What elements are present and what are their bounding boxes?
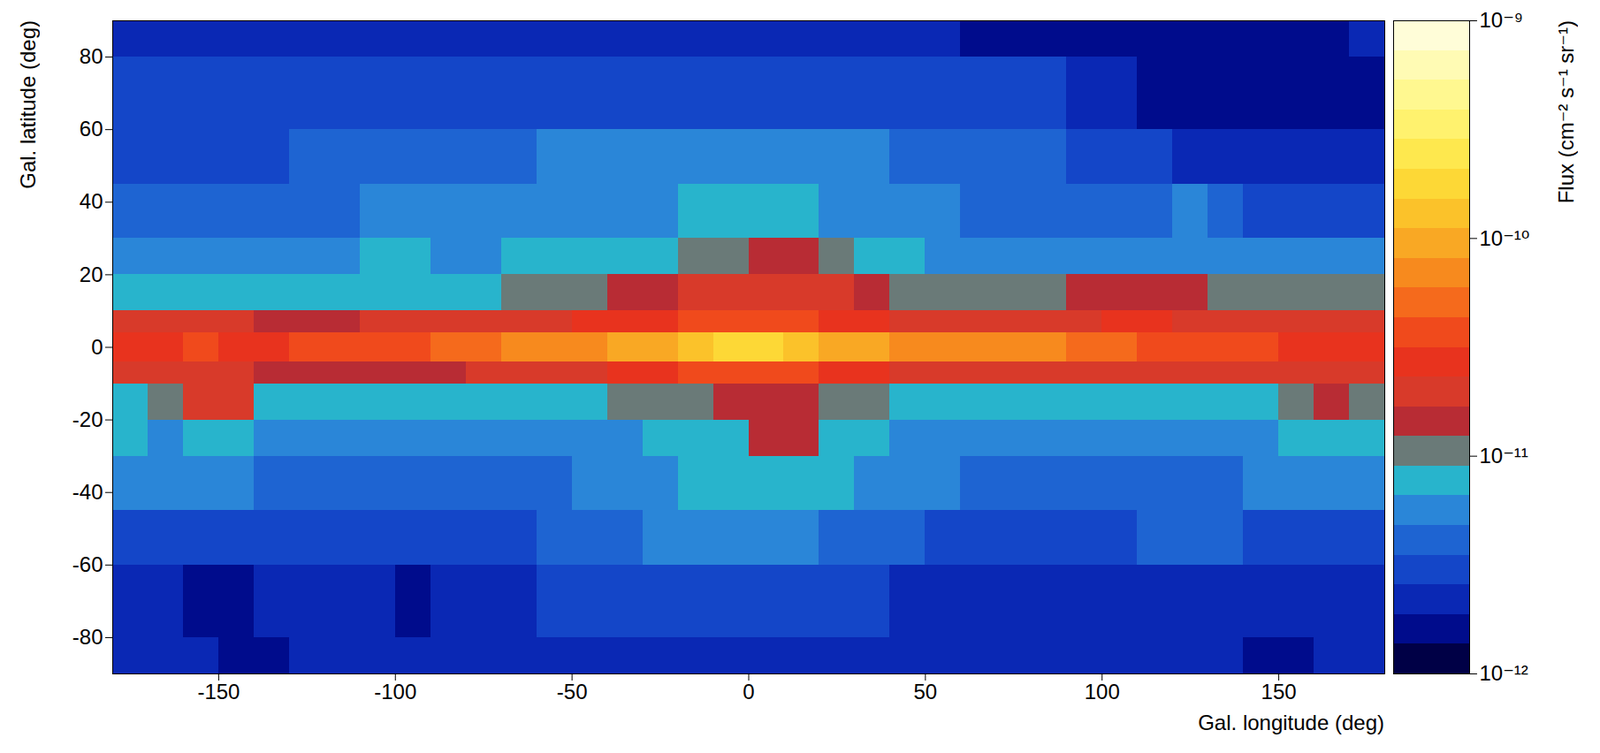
svg-text:-100: -100 [373, 679, 417, 704]
svg-text:-50: -50 [556, 679, 588, 704]
html-text:Gal. longitude (deg): Gal. longitude (deg) [1197, 710, 1385, 735]
svg-text:80: 80 [79, 44, 104, 69]
svg-text:40: 40 [79, 189, 104, 214]
svg-text:-60: -60 [72, 552, 104, 577]
svg-text:-40: -40 [72, 480, 104, 504]
svg-text:10⁻¹⁰: 10⁻¹⁰ [1479, 226, 1531, 251]
svg-text:-80: -80 [72, 624, 104, 649]
svg-text:-150: -150 [197, 679, 240, 704]
svg-text:100: 100 [1084, 679, 1120, 704]
html-text:Flux (cm⁻² s⁻¹ sr⁻¹): Flux (cm⁻² s⁻¹ sr⁻¹) [1554, 20, 1578, 204]
svg-text:-20: -20 [72, 407, 104, 432]
html-text:Gal. latitude (deg): Gal. latitude (deg) [15, 20, 40, 189]
svg-text:10⁻¹¹: 10⁻¹¹ [1479, 443, 1529, 468]
svg-text:150: 150 [1261, 679, 1297, 704]
svg-text:0: 0 [742, 679, 755, 704]
svg-text:0: 0 [91, 335, 103, 359]
svg-text:20: 20 [79, 262, 104, 287]
svg-text:50: 50 [914, 679, 938, 704]
svg-text:10⁻¹²: 10⁻¹² [1479, 661, 1529, 686]
svg-text:10⁻⁹: 10⁻⁹ [1479, 7, 1524, 32]
svg-text:60: 60 [79, 116, 104, 141]
